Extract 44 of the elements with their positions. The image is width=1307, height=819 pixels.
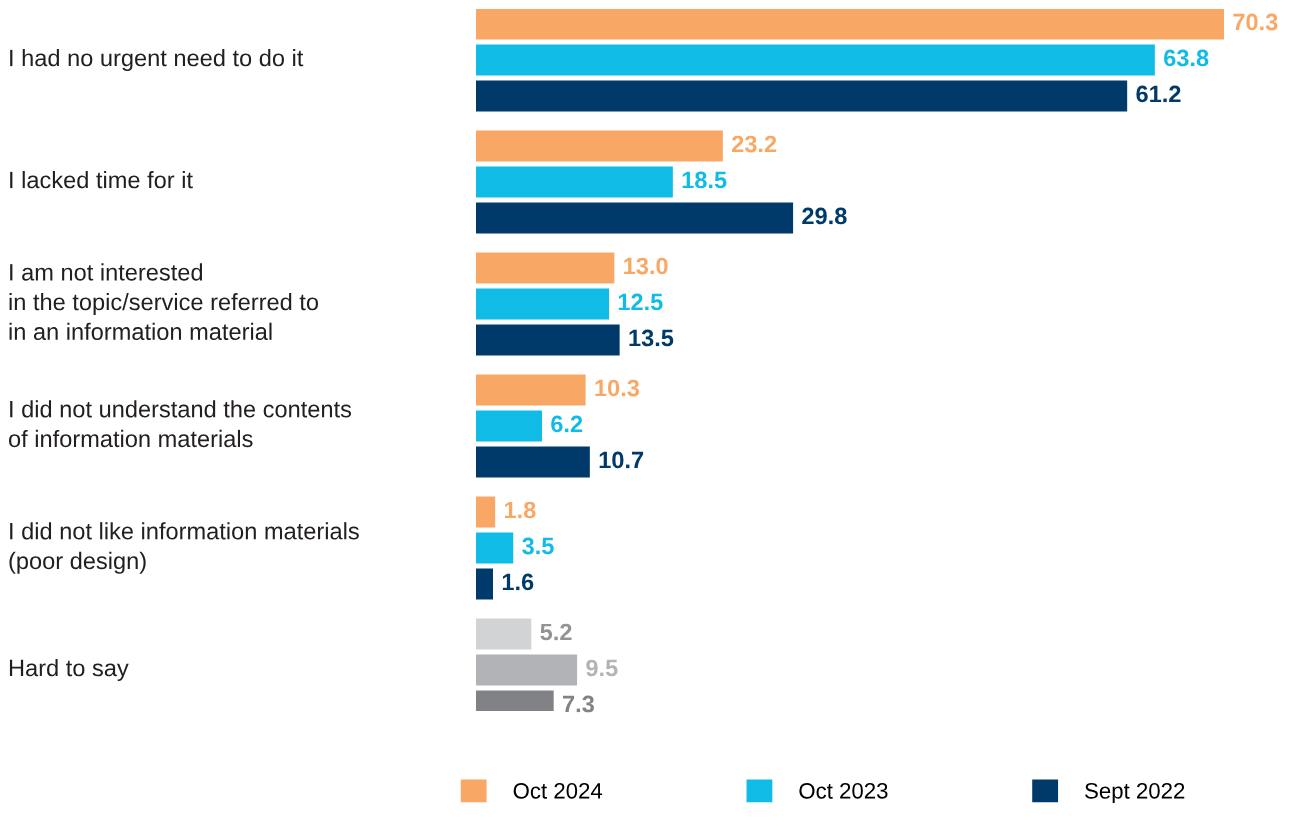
y-tick-label: I did not like information materials (poor design) bbox=[9, 522, 359, 574]
data-label: 29.8 bbox=[802, 207, 847, 225]
bar bbox=[476, 252, 615, 284]
data-label: 61.2 bbox=[1136, 85, 1181, 103]
bar bbox=[476, 324, 620, 356]
bar bbox=[476, 44, 1155, 76]
data-label: 10.3 bbox=[595, 379, 640, 397]
data-label: 9.5 bbox=[586, 659, 618, 677]
bar bbox=[476, 9, 1224, 40]
legend-label: Oct 2023 bbox=[799, 782, 888, 799]
bar bbox=[476, 654, 578, 686]
bar bbox=[476, 410, 542, 442]
bar bbox=[476, 568, 494, 600]
data-label: 13.5 bbox=[629, 329, 674, 347]
bar bbox=[476, 374, 586, 406]
data-label: 23.2 bbox=[732, 135, 777, 153]
bar bbox=[476, 202, 794, 234]
data-label: 5.2 bbox=[540, 623, 572, 641]
bar bbox=[476, 166, 673, 198]
data-label: 3.5 bbox=[522, 537, 554, 555]
bar bbox=[476, 130, 723, 162]
legend-label: Sept 2022 bbox=[1085, 782, 1185, 804]
y-tick-label: I am not interested in the topic/service referred to in an information material bbox=[9, 263, 319, 341]
data-label: 10.7 bbox=[599, 451, 644, 469]
data-label: 1.8 bbox=[504, 501, 536, 519]
y-tick-label: I did not understand the contents of information materials bbox=[8, 400, 352, 448]
data-label: 7.3 bbox=[563, 695, 594, 713]
bar bbox=[476, 618, 532, 650]
y-tick-label: I lacked time for it bbox=[10, 170, 193, 189]
data-label: 6.2 bbox=[551, 415, 583, 433]
bar bbox=[476, 288, 609, 320]
bar bbox=[476, 80, 1128, 112]
data-label: 12.5 bbox=[618, 293, 663, 311]
data-label: 1.6 bbox=[502, 573, 534, 591]
bar bbox=[476, 446, 590, 478]
y-tick-label: Hard to say bbox=[9, 659, 129, 682]
legend-label: Oct 2024 bbox=[513, 782, 603, 799]
data-label: 18.5 bbox=[682, 171, 727, 189]
bar bbox=[476, 532, 514, 564]
y-tick-label: I had no urgent need to do it bbox=[10, 48, 304, 71]
data-label: 63.8 bbox=[1164, 49, 1209, 67]
bar bbox=[476, 496, 496, 528]
data-label: 70.3 bbox=[1233, 13, 1278, 31]
data-label: 13.0 bbox=[624, 257, 668, 275]
